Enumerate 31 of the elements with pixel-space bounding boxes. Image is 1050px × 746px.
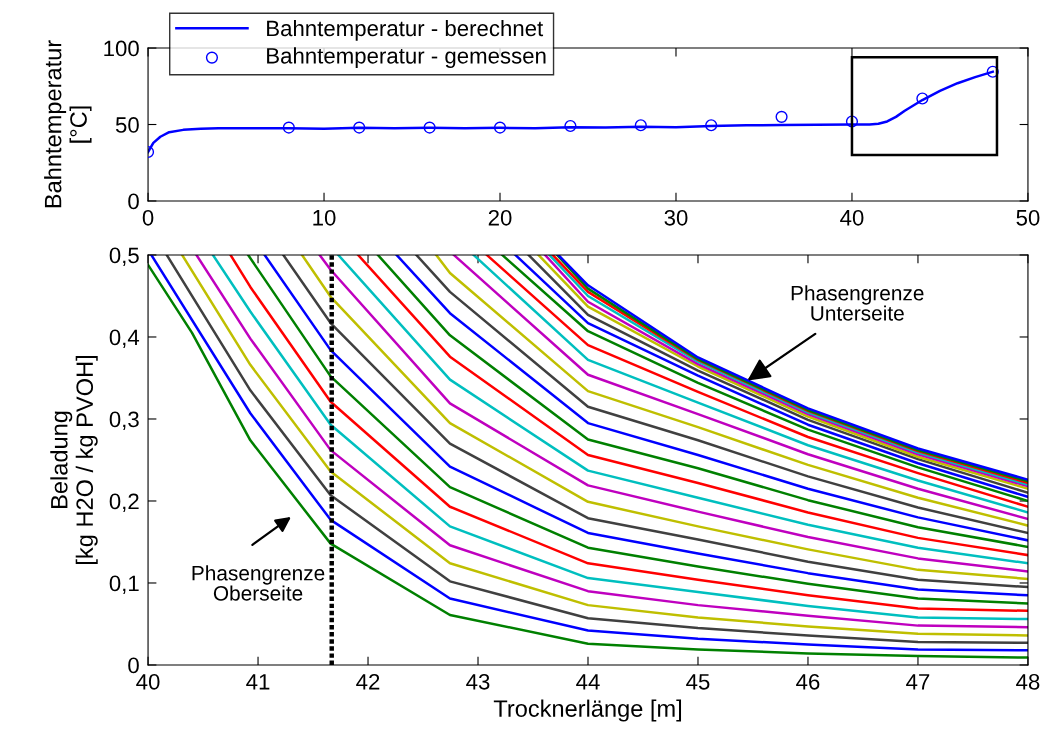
annotation: Phasengrenze Oberseite xyxy=(192,565,325,601)
x-tick-label: 40 xyxy=(136,673,160,690)
y-tick-label: 0,3 xyxy=(109,411,139,430)
y-tick-label: 50 xyxy=(115,117,139,133)
x-tick-label: 44 xyxy=(576,674,600,690)
x-tick-label: 46 xyxy=(796,673,820,690)
x-axis-title: Trocknerlänge [m] xyxy=(493,699,682,722)
x-tick-label: 47 xyxy=(906,674,930,690)
x-tick-label: 50 xyxy=(1016,209,1040,226)
x-tick-label: 41 xyxy=(246,674,270,690)
y-tick-label: 0,1 xyxy=(109,575,139,594)
x-tick-label: 43 xyxy=(466,673,490,690)
y-tick-label: 0,2 xyxy=(109,493,139,512)
annotation: Phasengrenze Unterseite xyxy=(791,285,924,321)
x-tick-label: 48 xyxy=(1016,673,1040,690)
x-tick-label: 45 xyxy=(686,674,710,690)
x-tick-label: 42 xyxy=(356,673,380,690)
legend-label: Bahntemperatur - gemessen xyxy=(267,47,546,69)
y-tick-label: 0,5 xyxy=(109,247,139,266)
y-tick-label: 100 xyxy=(104,40,139,57)
y-tick-label: 0 xyxy=(128,657,139,674)
x-tick-label: 10 xyxy=(313,209,336,226)
x-tick-label: 0 xyxy=(142,209,154,226)
y-axis-title: Bahntemperatur [°C] xyxy=(44,40,92,208)
y-tick-label: 0,4 xyxy=(109,329,140,348)
y-axis-title: Beladung [kg H2O / kg PVOH] xyxy=(50,356,98,564)
legend-label: Bahntemperatur - berechnet xyxy=(267,19,544,41)
x-tick-label: 20 xyxy=(488,209,512,226)
x-tick-label: 40 xyxy=(840,209,864,226)
x-tick-label: 30 xyxy=(664,209,688,226)
y-tick-label: 0 xyxy=(128,193,139,210)
